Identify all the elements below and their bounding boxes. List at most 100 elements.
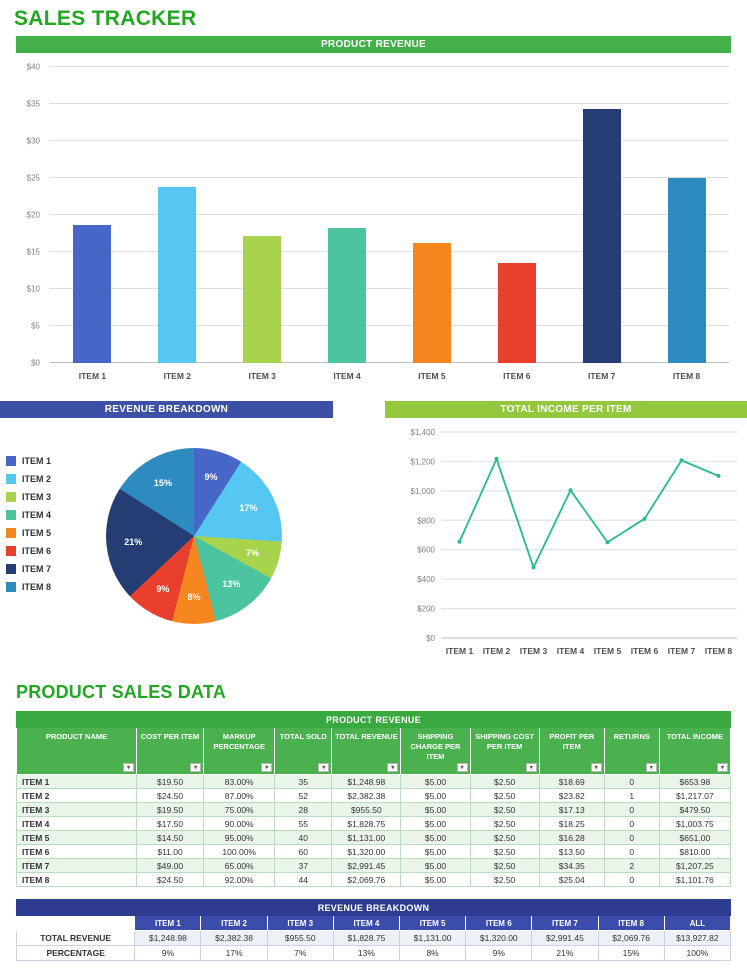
bar-slot: ITEM 3: [220, 67, 305, 381]
pie-slice-label: 21%: [124, 536, 143, 547]
legend-swatch: [6, 510, 16, 520]
table-row: ITEM 1 $19.50 83.00% 35 $1,248.98 $5.00 $2.50 $…: [16, 774, 732, 790]
pie-graphic: 9% 17% 7% 13% 8% 9% 21% 15%: [106, 448, 282, 624]
data-cell: 0: [603, 774, 660, 790]
pie-slice-label: 17%: [239, 503, 258, 514]
line-panel: TOTAL INCOME PER ITEM $0 $200 $400 $600 $800…: [385, 401, 747, 666]
filter-dropdown-icon[interactable]: ▾: [190, 763, 202, 773]
data-cell: 7%: [266, 945, 334, 962]
gridline: [50, 66, 729, 67]
data-cell: $23.82: [538, 788, 605, 804]
data-cell: $2,382.38: [200, 930, 268, 947]
product-name-cell: ITEM 3: [16, 802, 137, 818]
data-cell: $19.50: [135, 802, 205, 818]
data-cell: $5.00: [400, 788, 471, 804]
pie-slice-label: 7%: [246, 548, 260, 559]
bar-chart-header: PRODUCT REVENUE: [16, 36, 731, 53]
data-cell: $1,131.00: [398, 930, 467, 947]
filter-dropdown-icon[interactable]: ▾: [318, 763, 330, 773]
data-cell: 13%: [332, 945, 401, 962]
bar-item-8: [667, 177, 706, 363]
x-axis-label: ITEM 1: [78, 371, 107, 381]
data-cell: 92.00%: [203, 872, 276, 888]
breakdown-header-row: ITEM 1 ITEM 2 ITEM 3 ITEM 4 ITEM 5 ITEM 6 ITEM…: [15, 915, 732, 932]
y-axis-tick: $0: [31, 358, 40, 368]
data-cell: 40: [274, 830, 333, 846]
pie-panel: REVENUE BREAKDOWN ITEM 1 ITEM 2 ITEM 3 ITEM…: [0, 401, 333, 666]
data-cell: $1,248.98: [134, 930, 202, 947]
legend-label: ITEM 7: [22, 564, 52, 574]
data-cell: 100.00%: [203, 844, 276, 860]
legend-swatch: [6, 492, 16, 502]
filter-dropdown-icon[interactable]: ▾: [645, 763, 657, 773]
column-header-label: RETURNS: [613, 732, 650, 741]
filter-dropdown-icon[interactable]: ▾: [387, 763, 399, 773]
y-axis-tick: $600: [417, 546, 435, 555]
bar-chart: $0 $5 $10 $15 $20 $25 $30 $35 $40 ITEM 1 ITEM 2 IT…: [16, 57, 731, 389]
data-cell: 87.00%: [203, 788, 276, 804]
bar-slot: ITEM 2: [135, 67, 220, 381]
row-label-cell: TOTAL REVENUE: [15, 930, 136, 947]
page-title: SALES TRACKER: [14, 7, 197, 30]
legend-label: ITEM 5: [22, 528, 52, 538]
filter-dropdown-icon[interactable]: ▾: [525, 763, 537, 773]
column-header: SHIPPING COST PER ITEM ▾: [469, 726, 540, 776]
filter-dropdown-icon[interactable]: ▾: [456, 763, 468, 773]
bar-slot: ITEM 5: [390, 67, 475, 381]
legend-label: ITEM 4: [22, 510, 52, 520]
column-header: ITEM 1: [134, 915, 202, 932]
column-header-label: SHIPPING COST PER ITEM: [475, 732, 535, 751]
data-cell: 0: [603, 802, 660, 818]
bar-item-4: [328, 227, 367, 363]
y-axis-tick: $400: [417, 575, 435, 584]
data-cell: 55: [274, 816, 333, 832]
x-axis-label: ITEM 2: [483, 646, 511, 656]
data-cell: $2,991.45: [331, 858, 402, 874]
legend-label: ITEM 3: [22, 492, 52, 502]
data-cell: 95.00%: [203, 830, 276, 846]
income-line: [458, 456, 719, 570]
table-row: TOTAL REVENUE $1,248.98 $2,382.38 $955.50 $1…: [15, 930, 732, 947]
line-point: [531, 565, 536, 570]
table-row: ITEM 8 $24.50 92.00% 44 $2,069.76 $5.00 $2.50 $…: [16, 872, 732, 888]
bar-chart-y-axis: $0 $5 $10 $15 $20 $25 $30 $35 $40: [16, 63, 44, 368]
data-cell: $2.50: [469, 816, 540, 832]
filter-dropdown-icon[interactable]: ▾: [717, 763, 728, 773]
table-row: ITEM 5 $14.50 95.00% 40 $1,131.00 $5.00 $2.50 $…: [16, 830, 732, 846]
y-axis-tick: $1,200: [411, 457, 436, 466]
row-label-cell: PERCENTAGE: [15, 945, 136, 962]
y-axis-tick: $20: [26, 210, 40, 220]
column-header: ITEM 2: [200, 915, 268, 932]
column-header: PROFIT PER ITEM ▾: [538, 726, 605, 776]
column-header-label: COST PER ITEM: [140, 732, 200, 741]
y-axis-tick: $200: [417, 605, 435, 614]
x-axis-label: ITEM 4: [333, 371, 361, 381]
sales-tracker-page: SALES TRACKER PRODUCT REVENUE $0 $5 $10 $15…: [0, 7, 747, 962]
legend-swatch: [6, 528, 16, 538]
sales-table-title: PRODUCT REVENUE: [16, 711, 731, 728]
column-header: RETURNS ▾: [603, 726, 660, 776]
column-header: TOTAL REVENUE ▾: [331, 726, 402, 776]
legend-label: ITEM 1: [22, 456, 52, 466]
data-cell: 65.00%: [203, 858, 276, 874]
gridline: [50, 362, 729, 363]
data-cell: 15%: [597, 945, 665, 962]
bar-item-3: [243, 236, 282, 363]
filter-dropdown-icon[interactable]: ▾: [123, 763, 134, 773]
filter-dropdown-icon[interactable]: ▾: [261, 763, 273, 773]
data-cell: $1,131.00: [331, 830, 402, 846]
data-cell: $2,382.38: [331, 788, 402, 804]
filter-dropdown-icon[interactable]: ▾: [590, 763, 602, 773]
x-axis-label: ITEM 7: [668, 646, 696, 656]
legend-item: ITEM 8: [6, 582, 51, 592]
data-cell: 2: [603, 858, 660, 874]
product-name-cell: ITEM 8: [16, 872, 137, 888]
data-cell: 44: [274, 872, 333, 888]
data-cell: $16.28: [538, 830, 605, 846]
data-cell: $2,069.76: [331, 872, 402, 888]
data-cell: 0: [603, 816, 660, 832]
data-cell: $5.00: [400, 774, 471, 790]
x-axis-label: ITEM 6: [503, 371, 531, 381]
y-axis-tick: $15: [26, 247, 40, 257]
data-cell: $5.00: [400, 802, 471, 818]
